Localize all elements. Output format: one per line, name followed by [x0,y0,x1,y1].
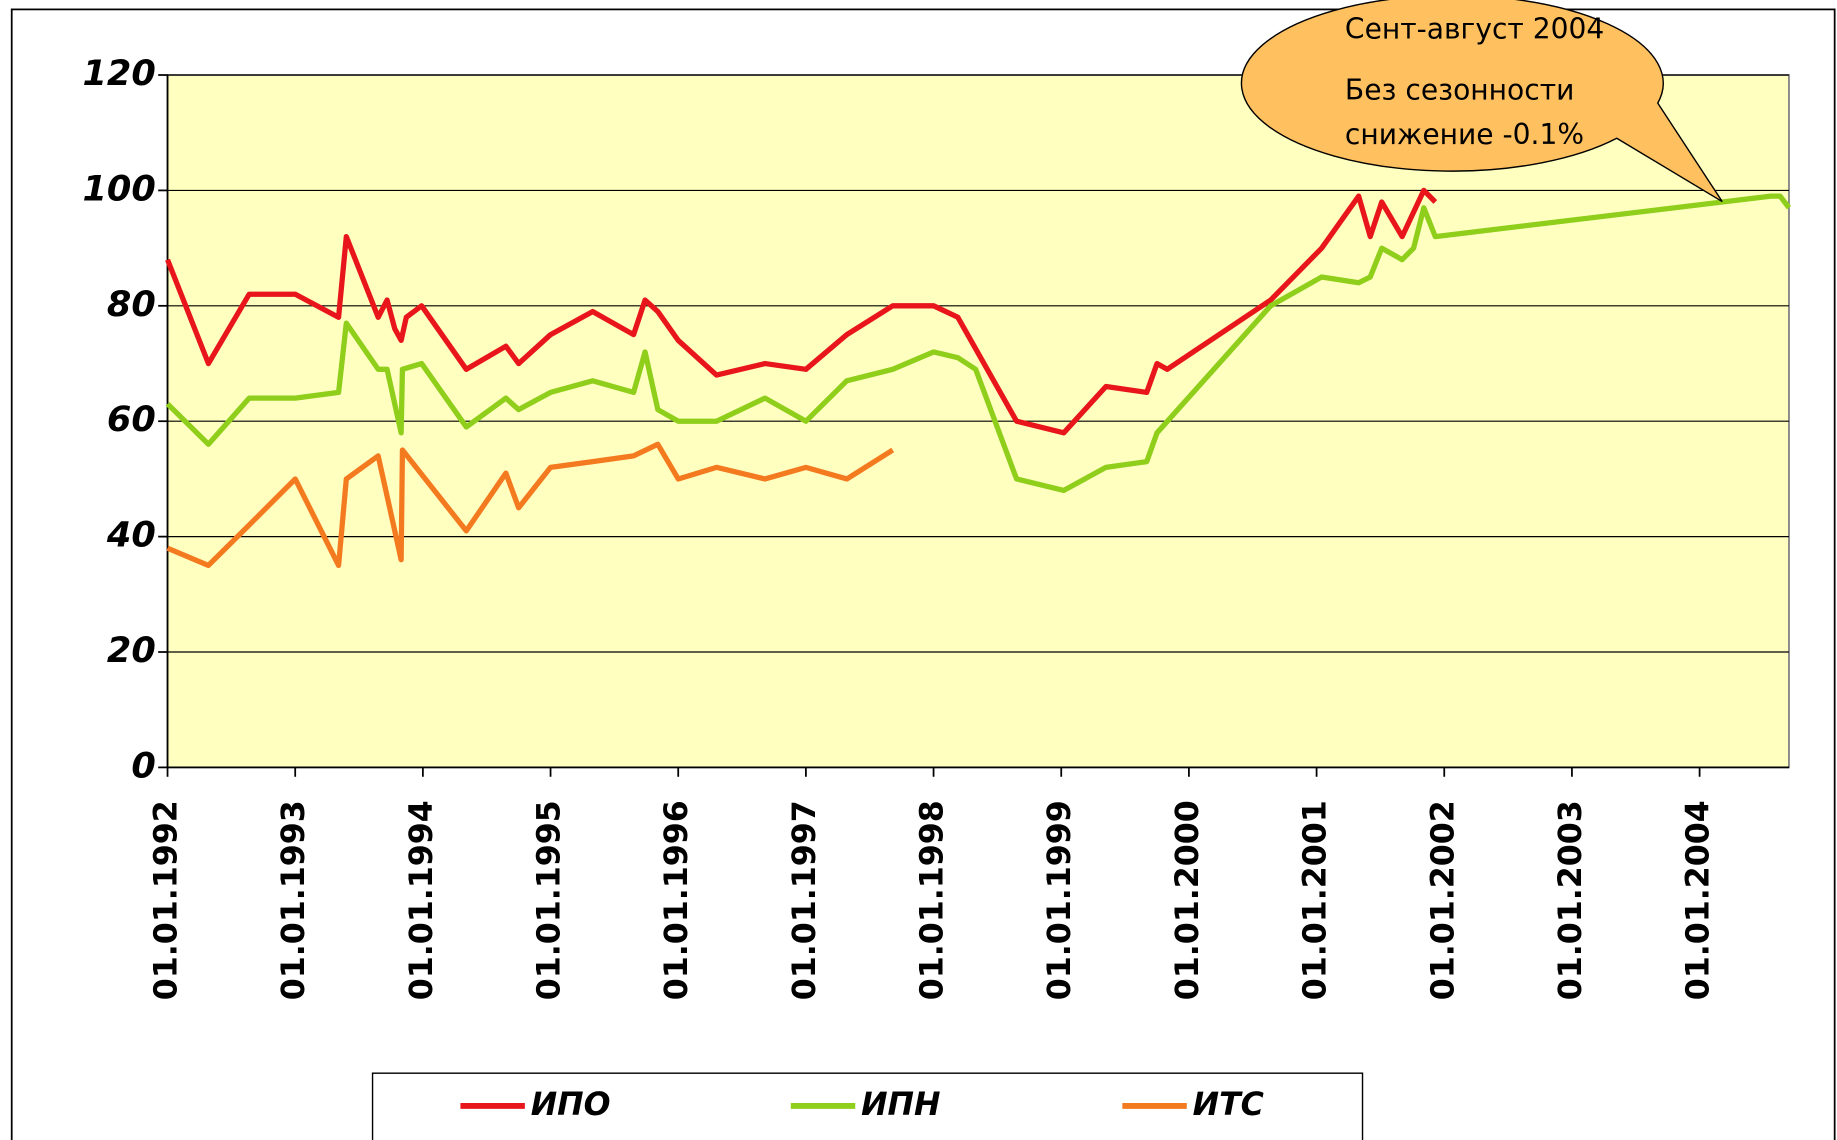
x-tick-label: 01.01.1996 [659,800,695,1000]
x-tick-label: 01.01.1999 [1042,800,1078,1000]
legend-label: ИТС [1193,1087,1264,1123]
legend-label: ИПО [531,1087,611,1123]
x-tick-label: 01.01.2004 [1681,800,1717,1000]
x-tick-label: 01.01.2003 [1553,800,1589,1000]
x-tick-label: 01.01.1995 [532,800,568,1000]
callout-text: Без сезонности [1345,73,1574,106]
x-tick-label: 01.01.1993 [276,800,312,1000]
y-tick-label: 0 [131,745,155,786]
series-line [166,441,895,569]
x-tick-label: 01.01.1994 [404,800,440,1000]
x-tick-label: 01.01.1992 [149,800,185,1000]
legend-label: ИПН [861,1087,940,1123]
series-line [165,187,1438,436]
legend [371,1072,1364,1140]
x-tick-label: 01.01.1998 [915,800,951,1000]
series-line [165,193,1792,494]
y-tick-label: 60 [107,399,156,440]
x-tick-label: 01.01.1997 [787,800,823,1000]
x-tick-label: 01.01.2001 [1298,800,1334,1000]
callout-text: Сент-август 2004 [1345,12,1604,45]
y-tick-label: 80 [107,284,156,325]
y-tick-label: 120 [82,53,155,94]
callout-text: снижение -0.1% [1345,118,1584,151]
y-tick-label: 100 [82,168,155,209]
y-tick-label: 20 [107,630,156,671]
x-tick-label: 01.01.2002 [1425,800,1461,1000]
x-tick-label: 01.01.2000 [1170,800,1206,1000]
callout [1240,0,1723,203]
y-tick-label: 40 [106,515,156,556]
